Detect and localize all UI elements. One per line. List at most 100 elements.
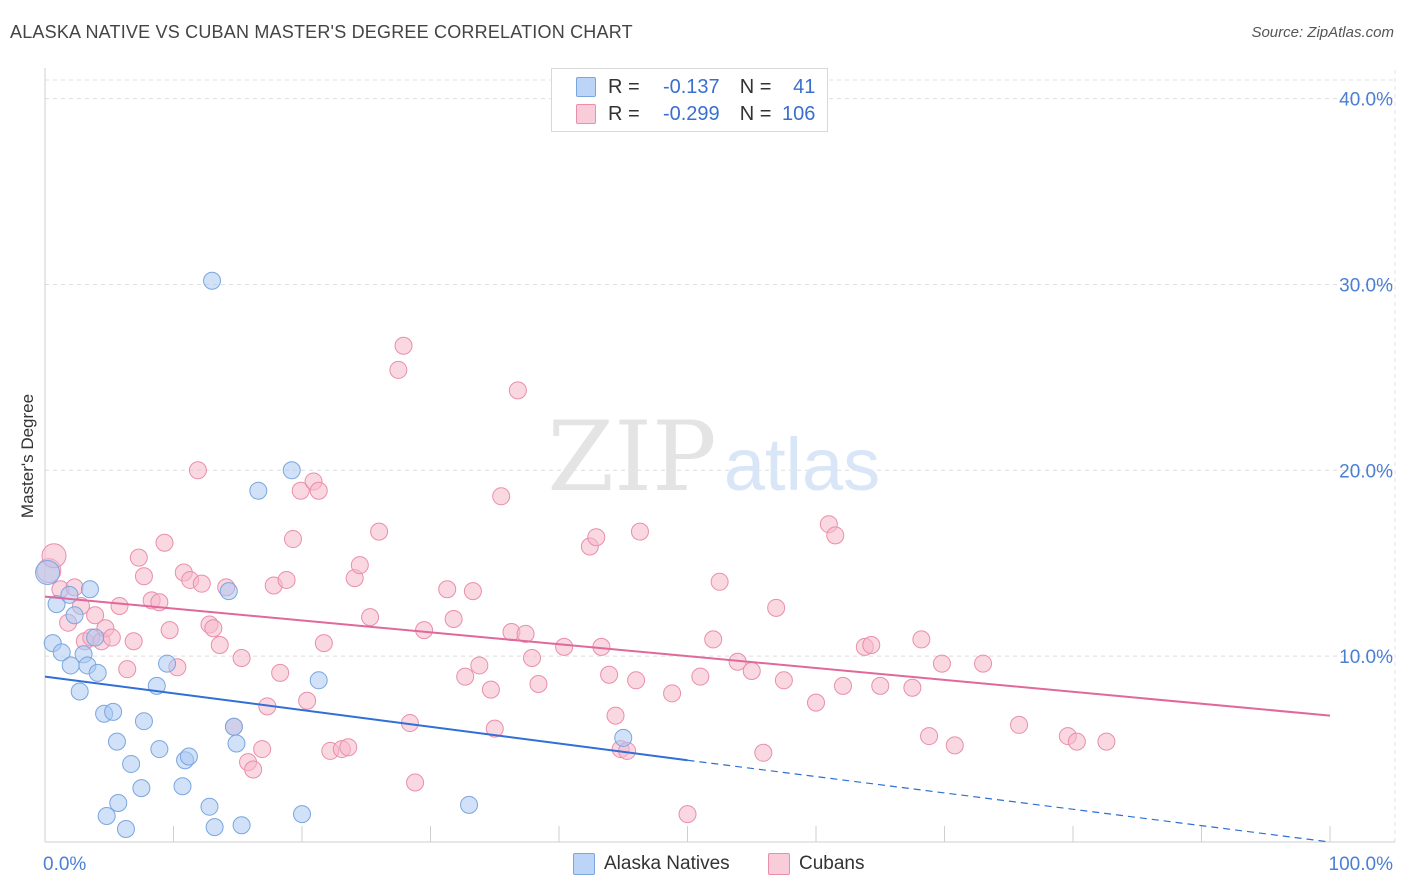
cubans-point xyxy=(470,656,489,675)
alaska-natives-point xyxy=(179,747,198,766)
y-axis-label: Master's Degree xyxy=(18,393,37,519)
cubans-point xyxy=(291,481,310,500)
cubans-point xyxy=(232,649,251,668)
alaska-natives-point xyxy=(134,712,153,731)
alaska-natives-point xyxy=(460,795,479,814)
alaska-natives-point xyxy=(150,740,169,759)
cubans-point xyxy=(678,805,697,824)
alaska-natives-point xyxy=(107,732,126,751)
alaska-natives-point xyxy=(224,717,243,736)
cubans-points xyxy=(36,336,1116,824)
alaska-natives-points xyxy=(35,271,633,838)
cubans-point xyxy=(710,572,729,591)
source-label: Source: ZipAtlas.com xyxy=(1251,24,1394,41)
alaska-natives-point xyxy=(47,595,66,614)
cubans-point xyxy=(118,660,137,679)
legend-r-label: R = xyxy=(608,75,640,98)
alaska-natives-point xyxy=(97,806,116,825)
chart-title: ALASKA NATIVE VS CUBAN MASTER'S DEGREE C… xyxy=(10,22,633,42)
y-tick-label: 10.0% xyxy=(1339,647,1393,668)
cubans-point xyxy=(188,461,207,480)
cubans-point xyxy=(630,522,649,541)
legend-swatch-cubans xyxy=(768,853,790,875)
cubans-point xyxy=(1097,732,1116,751)
legend-item-cubans[interactable]: Cubans xyxy=(768,851,865,877)
legend-item-alaska-natives[interactable]: Alaska Natives xyxy=(573,851,730,877)
cubans-point xyxy=(833,676,852,695)
cubans-point xyxy=(606,706,625,725)
grid-lines xyxy=(45,70,1396,842)
alaska-natives-point xyxy=(203,271,222,290)
cubans-point xyxy=(555,637,574,656)
cubans-point xyxy=(932,654,951,673)
cubans-point xyxy=(754,743,773,762)
watermark: ZIP atlas xyxy=(547,401,880,513)
legend-r-label: R = xyxy=(608,102,640,125)
cubans-point xyxy=(298,691,317,710)
cubans-point xyxy=(862,635,881,654)
alaska-natives-point xyxy=(293,805,311,824)
legend-label-alaska-natives: Alaska Natives xyxy=(604,853,730,874)
cubans-point xyxy=(438,580,457,599)
x-tick-label: 100.0% xyxy=(1329,854,1394,875)
alaska-natives-point xyxy=(109,793,128,812)
y-tick-label: 40.0% xyxy=(1339,90,1393,111)
cubans-trendline xyxy=(44,595,1331,717)
cubans-point xyxy=(160,621,179,640)
cubans-point xyxy=(110,596,129,615)
alaska-natives-point xyxy=(173,777,192,796)
alaska-natives-point xyxy=(104,702,123,721)
cubans-point xyxy=(394,336,413,355)
alaska-natives-point xyxy=(282,461,301,480)
cubans-point xyxy=(691,667,710,686)
alaska-natives-point xyxy=(309,671,328,690)
alaska-natives-point xyxy=(88,663,107,682)
cubans-point xyxy=(742,662,761,681)
alaska-natives-point xyxy=(60,585,79,604)
cubans-point xyxy=(277,570,296,589)
cubans-point xyxy=(523,649,542,668)
cubans-point xyxy=(663,684,682,703)
cubans-point xyxy=(361,608,380,627)
cubans-point xyxy=(406,773,425,792)
alaska-natives-point xyxy=(614,728,633,747)
alaska-natives-point xyxy=(227,734,246,753)
cubans-point xyxy=(871,676,890,695)
legend-row-alaska-natives: R = -0.137 N = 41 xyxy=(576,74,815,100)
legend-swatch-alaska-natives xyxy=(573,853,595,875)
alaska-natives-point xyxy=(80,580,99,599)
cubans-point xyxy=(244,760,263,779)
alaska-natives-point xyxy=(65,606,84,625)
legend-n-label: N = xyxy=(739,75,772,98)
cubans-point xyxy=(284,530,303,549)
cubans-point xyxy=(271,663,290,682)
cubans-point xyxy=(508,381,527,400)
cubans-point xyxy=(204,619,223,638)
cubans-point xyxy=(389,360,408,379)
legend-row-cubans: R = -0.299 N = 106 xyxy=(576,101,815,127)
cubans-point xyxy=(210,635,229,654)
cubans-point xyxy=(807,693,825,712)
legend-n-label: N = xyxy=(739,102,772,125)
cubans-point xyxy=(767,598,786,617)
cubans-point xyxy=(253,740,272,759)
cubans-point xyxy=(529,675,548,694)
cubans-point xyxy=(86,606,105,625)
cubans-point xyxy=(774,671,793,690)
alaska-natives-point xyxy=(205,818,224,837)
alaska-natives-point xyxy=(35,560,61,586)
alaska-natives-point xyxy=(200,797,219,816)
alaska-natives-point xyxy=(132,779,151,798)
alaska-natives-point xyxy=(86,628,105,647)
cubans-point xyxy=(456,667,475,686)
cubans-point xyxy=(627,671,646,690)
cubans-point xyxy=(974,654,993,673)
watermark-atlas: atlas xyxy=(724,423,880,506)
correlation-legend: R = -0.137 N = 41 R = -0.299 N = 106 xyxy=(551,68,828,132)
cubans-point xyxy=(704,630,723,649)
cubans-point xyxy=(124,632,143,651)
alaska-natives-point xyxy=(70,682,89,701)
legend-label-cubans: Cubans xyxy=(799,853,865,874)
cubans-point xyxy=(587,528,606,547)
